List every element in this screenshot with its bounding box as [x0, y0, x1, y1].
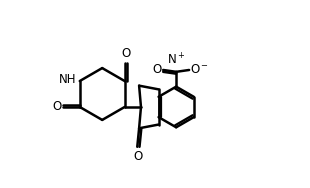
- Text: NH: NH: [59, 73, 76, 86]
- Text: O$^-$: O$^-$: [190, 64, 209, 77]
- Text: N$^+$: N$^+$: [167, 52, 185, 67]
- Text: O: O: [52, 100, 61, 114]
- Text: O: O: [121, 47, 130, 60]
- Text: O: O: [152, 64, 161, 77]
- Text: O: O: [134, 150, 143, 164]
